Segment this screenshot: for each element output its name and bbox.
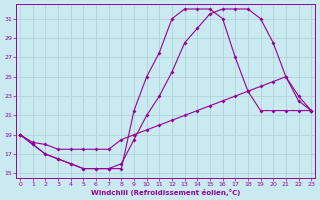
- X-axis label: Windchill (Refroidissement éolien,°C): Windchill (Refroidissement éolien,°C): [91, 189, 240, 196]
